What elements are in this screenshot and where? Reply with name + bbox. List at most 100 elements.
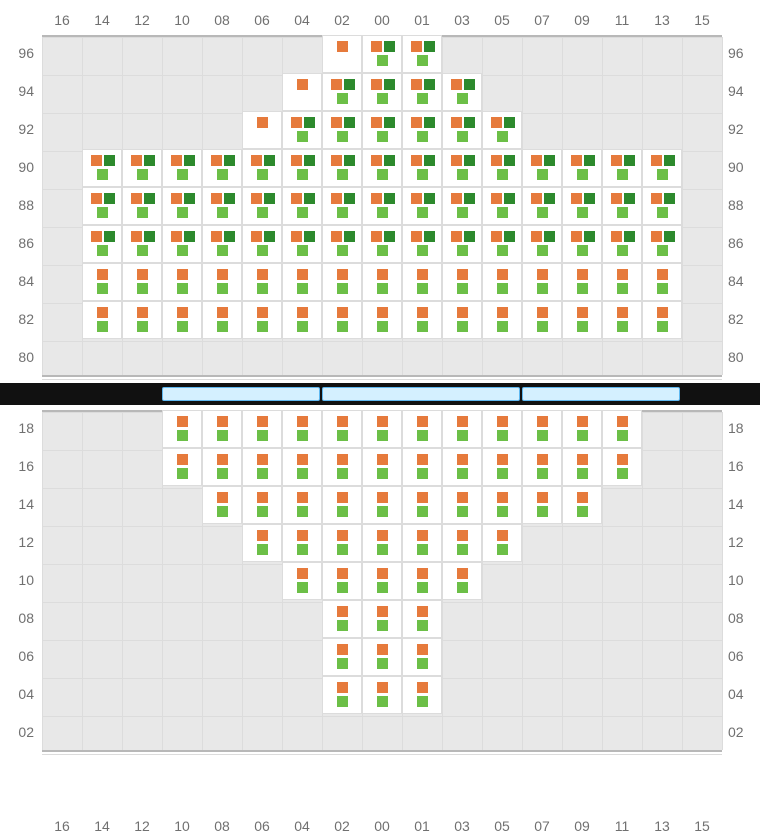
seat-cell[interactable]	[562, 410, 602, 448]
seat-cell[interactable]	[642, 301, 682, 339]
seat-cell[interactable]	[322, 73, 362, 111]
seat-cell[interactable]	[162, 263, 202, 301]
seat-cell[interactable]	[162, 410, 202, 448]
seat-cell[interactable]	[122, 225, 162, 263]
seat-cell[interactable]	[282, 111, 322, 149]
seat-cell[interactable]	[442, 263, 482, 301]
seat-cell[interactable]	[602, 301, 642, 339]
seat-cell[interactable]	[442, 301, 482, 339]
seat-cell[interactable]	[522, 301, 562, 339]
seat-cell[interactable]	[242, 149, 282, 187]
seat-cell[interactable]	[282, 263, 322, 301]
seat-cell[interactable]	[522, 187, 562, 225]
seat-cell[interactable]	[322, 600, 362, 638]
seat-cell[interactable]	[322, 149, 362, 187]
seat-cell[interactable]	[402, 448, 442, 486]
seat-cell[interactable]	[322, 225, 362, 263]
seat-cell[interactable]	[322, 562, 362, 600]
seat-cell[interactable]	[402, 301, 442, 339]
seat-cell[interactable]	[322, 410, 362, 448]
seat-cell[interactable]	[562, 486, 602, 524]
seat-cell[interactable]	[322, 638, 362, 676]
seat-cell[interactable]	[242, 263, 282, 301]
seat-cell[interactable]	[522, 149, 562, 187]
seat-cell[interactable]	[202, 149, 242, 187]
seat-cell[interactable]	[482, 187, 522, 225]
seat-cell[interactable]	[282, 73, 322, 111]
seat-cell[interactable]	[322, 486, 362, 524]
seat-cell[interactable]	[242, 448, 282, 486]
seat-cell[interactable]	[242, 410, 282, 448]
seat-cell[interactable]	[442, 486, 482, 524]
seat-cell[interactable]	[522, 410, 562, 448]
seat-cell[interactable]	[282, 486, 322, 524]
seat-cell[interactable]	[322, 448, 362, 486]
seat-cell[interactable]	[402, 410, 442, 448]
seat-cell[interactable]	[282, 301, 322, 339]
seat-cell[interactable]	[562, 263, 602, 301]
seat-cell[interactable]	[322, 524, 362, 562]
seat-cell[interactable]	[202, 301, 242, 339]
seat-cell[interactable]	[322, 35, 362, 73]
seat-cell[interactable]	[82, 187, 122, 225]
seat-cell[interactable]	[162, 301, 202, 339]
seat-cell[interactable]	[362, 600, 402, 638]
seat-cell[interactable]	[362, 562, 402, 600]
seat-cell[interactable]	[402, 35, 442, 73]
seat-cell[interactable]	[522, 263, 562, 301]
seat-cell[interactable]	[482, 149, 522, 187]
seat-cell[interactable]	[522, 448, 562, 486]
seat-cell[interactable]	[442, 111, 482, 149]
seat-cell[interactable]	[282, 187, 322, 225]
seat-cell[interactable]	[402, 225, 442, 263]
seat-cell[interactable]	[82, 263, 122, 301]
seat-cell[interactable]	[362, 35, 402, 73]
seat-cell[interactable]	[442, 410, 482, 448]
seat-cell[interactable]	[562, 149, 602, 187]
seat-cell[interactable]	[562, 187, 602, 225]
seat-cell[interactable]	[202, 225, 242, 263]
seat-cell[interactable]	[362, 676, 402, 714]
seat-cell[interactable]	[522, 225, 562, 263]
seat-cell[interactable]	[322, 187, 362, 225]
seat-cell[interactable]	[402, 111, 442, 149]
seat-cell[interactable]	[642, 225, 682, 263]
seat-cell[interactable]	[562, 448, 602, 486]
seat-cell[interactable]	[642, 187, 682, 225]
seat-cell[interactable]	[362, 73, 402, 111]
seat-cell[interactable]	[242, 187, 282, 225]
seat-cell[interactable]	[282, 410, 322, 448]
seat-cell[interactable]	[242, 301, 282, 339]
seat-cell[interactable]	[602, 410, 642, 448]
seat-cell[interactable]	[362, 187, 402, 225]
seat-cell[interactable]	[362, 225, 402, 263]
seat-cell[interactable]	[82, 149, 122, 187]
seat-cell[interactable]	[402, 676, 442, 714]
seat-cell[interactable]	[402, 562, 442, 600]
seat-cell[interactable]	[482, 448, 522, 486]
seat-cell[interactable]	[442, 187, 482, 225]
seat-cell[interactable]	[282, 448, 322, 486]
seat-cell[interactable]	[162, 187, 202, 225]
seat-cell[interactable]	[522, 486, 562, 524]
seat-cell[interactable]	[122, 187, 162, 225]
seat-cell[interactable]	[482, 410, 522, 448]
seat-cell[interactable]	[242, 111, 282, 149]
seat-cell[interactable]	[202, 486, 242, 524]
seat-cell[interactable]	[562, 301, 602, 339]
seat-cell[interactable]	[362, 448, 402, 486]
seat-cell[interactable]	[322, 676, 362, 714]
seat-cell[interactable]	[202, 448, 242, 486]
seat-cell[interactable]	[402, 638, 442, 676]
seat-cell[interactable]	[242, 225, 282, 263]
seat-cell[interactable]	[602, 149, 642, 187]
seat-cell[interactable]	[442, 562, 482, 600]
seat-cell[interactable]	[202, 187, 242, 225]
seat-cell[interactable]	[82, 301, 122, 339]
seat-cell[interactable]	[362, 111, 402, 149]
seat-cell[interactable]	[442, 73, 482, 111]
seat-cell[interactable]	[402, 263, 442, 301]
seat-cell[interactable]	[362, 149, 402, 187]
seat-cell[interactable]	[602, 263, 642, 301]
seat-cell[interactable]	[242, 486, 282, 524]
